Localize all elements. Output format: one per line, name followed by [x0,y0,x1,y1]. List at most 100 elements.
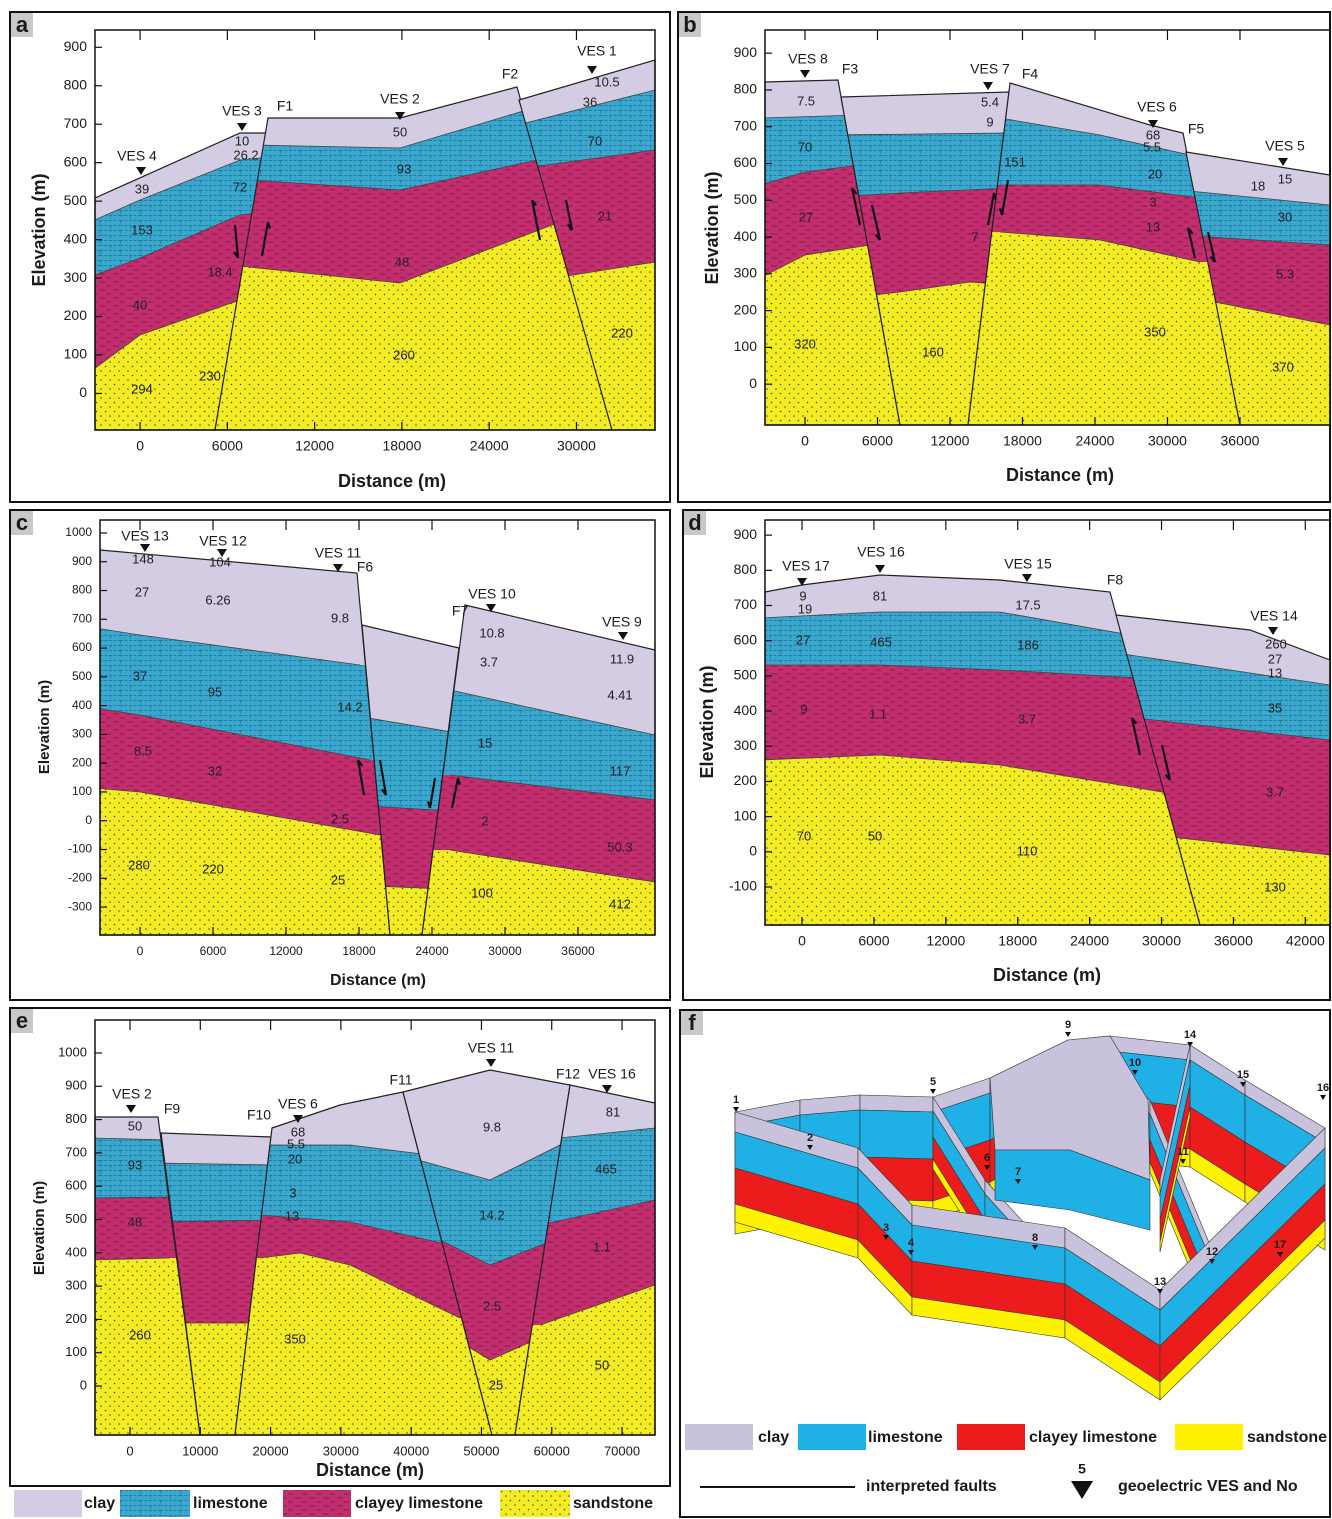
y-axis-label: Elevation (m) [36,680,53,774]
x-tick-label: 24000 [470,438,509,454]
ves-marker [1065,1032,1071,1037]
resistivity-value: 260 [129,1327,151,1342]
resistivity-value: 2 [481,813,488,828]
fault-label: F9 [164,1101,181,1117]
y-tick-label: 600 [64,153,88,169]
x-tick-label: 0 [126,1443,133,1458]
y-tick-label: 900 [64,38,88,54]
resistivity-value: 1.1 [593,1239,611,1254]
resistivity-value: 1.1 [869,706,887,721]
legend-swatch [500,1490,570,1517]
resistivity-value: 25 [489,1377,503,1392]
y-tick-label: 200 [72,755,92,769]
resistivity-value: 50 [868,828,882,843]
y-tick-label: 600 [734,631,758,647]
y-tick-label: 900 [72,554,92,568]
resistivity-value: 72 [233,179,247,194]
legend-label: clay [84,1495,115,1512]
fault-label: F6 [357,559,374,575]
ves-marker [1320,1095,1326,1100]
legend-swatch [120,1490,190,1517]
y-tick-label: 200 [734,301,758,317]
ves-number: 14 [1184,1029,1197,1041]
ves-number: 3 [883,1222,889,1234]
fault-label: F10 [247,1107,271,1123]
resistivity-value: 50 [128,1118,142,1133]
ves-number: 10 [1129,1057,1141,1069]
ves-label: VES 13 [121,528,169,544]
x-tick-label: 6000 [212,438,243,454]
x-axis-label: Distance (m) [316,1460,424,1480]
ves-label: VES 14 [1250,608,1298,624]
x-axis-label: Distance (m) [993,965,1101,985]
legend-ves-number: 5 [1078,1461,1086,1477]
ves-label: VES 9 [602,614,642,630]
resistivity-value: 153 [131,222,153,237]
ves-number: 4 [908,1237,915,1249]
ves-number: 9 [1065,1019,1071,1031]
fault-label: F4 [1022,66,1039,82]
legend-swatch [685,1424,753,1450]
y-tick-label: 900 [65,1078,87,1093]
resistivity-value: 15 [478,735,492,750]
x-axis-label: Distance (m) [330,972,426,989]
x-tick-label: 30000 [323,1443,359,1458]
resistivity-value: 2.5 [483,1298,501,1313]
y-tick-label: 1000 [65,525,92,539]
ves-label: VES 6 [278,1096,318,1112]
resistivity-value: 37 [133,668,147,683]
x-tick-label: 12000 [931,433,970,449]
resistivity-value: 6.26 [205,592,230,607]
legend-label: clayey limestone [355,1495,483,1512]
x-tick-label: 60000 [534,1443,570,1458]
resistivity-value: 186 [1017,637,1039,652]
x-tick-label: 0 [798,933,806,949]
legend-swatch [14,1490,82,1517]
x-axis-label: Distance (m) [1006,465,1114,485]
ves-number: 13 [1154,1276,1166,1288]
resistivity-value: 160 [922,344,944,359]
y-tick-label: 800 [734,81,758,97]
y-axis-label: Elevation (m) [702,171,722,284]
y-tick-label: -300 [68,899,92,913]
resistivity-value: 18.4 [207,264,232,279]
y-tick-label: 600 [65,1178,87,1193]
resistivity-value: 25 [331,872,345,887]
y-tick-label: 300 [734,265,758,281]
fault-label: F7 [452,603,469,619]
y-tick-label: 800 [64,76,88,92]
x-tick-label: 18000 [342,944,376,958]
resistivity-value: 93 [397,161,411,176]
resistivity-value: 465 [595,1161,617,1176]
resistivity-value: 7.5 [797,93,815,108]
y-tick-label: 200 [65,1311,87,1326]
resistivity-value: 151 [1004,154,1026,169]
ves-marker [486,1059,496,1067]
x-tick-label: 18000 [998,933,1037,949]
ves-number: 16 [1317,1082,1329,1094]
y-tick-label: 400 [72,698,92,712]
ves-marker [800,70,810,78]
x-tick-label: 30000 [557,438,596,454]
resistivity-value: 9.8 [483,1119,501,1134]
fault-label: F8 [1107,572,1124,588]
ves-number: 7 [1015,1166,1021,1178]
y-tick-label: 900 [734,526,758,542]
x-tick-label: 18000 [382,438,421,454]
resistivity-value: 220 [202,861,224,876]
resistivity-value: 10.5 [594,74,619,89]
panel-letter: b [683,12,696,37]
y-tick-label: 500 [65,1211,87,1226]
x-tick-label: 20000 [253,1443,289,1458]
resistivity-value: 17.5 [1015,597,1040,612]
legend-label: clay [758,1429,789,1446]
resistivity-value: 35 [1268,700,1282,715]
x-tick-label: 50000 [463,1443,499,1458]
legend-swatch [957,1424,1025,1450]
ves-label: VES 1 [577,43,617,59]
resistivity-value: 70 [797,828,811,843]
legend-label: clayey limestone [1029,1429,1157,1446]
ves-number: 1 [733,1094,739,1106]
resistivity-value: 27 [799,209,813,224]
resistivity-value: 95 [208,684,222,699]
